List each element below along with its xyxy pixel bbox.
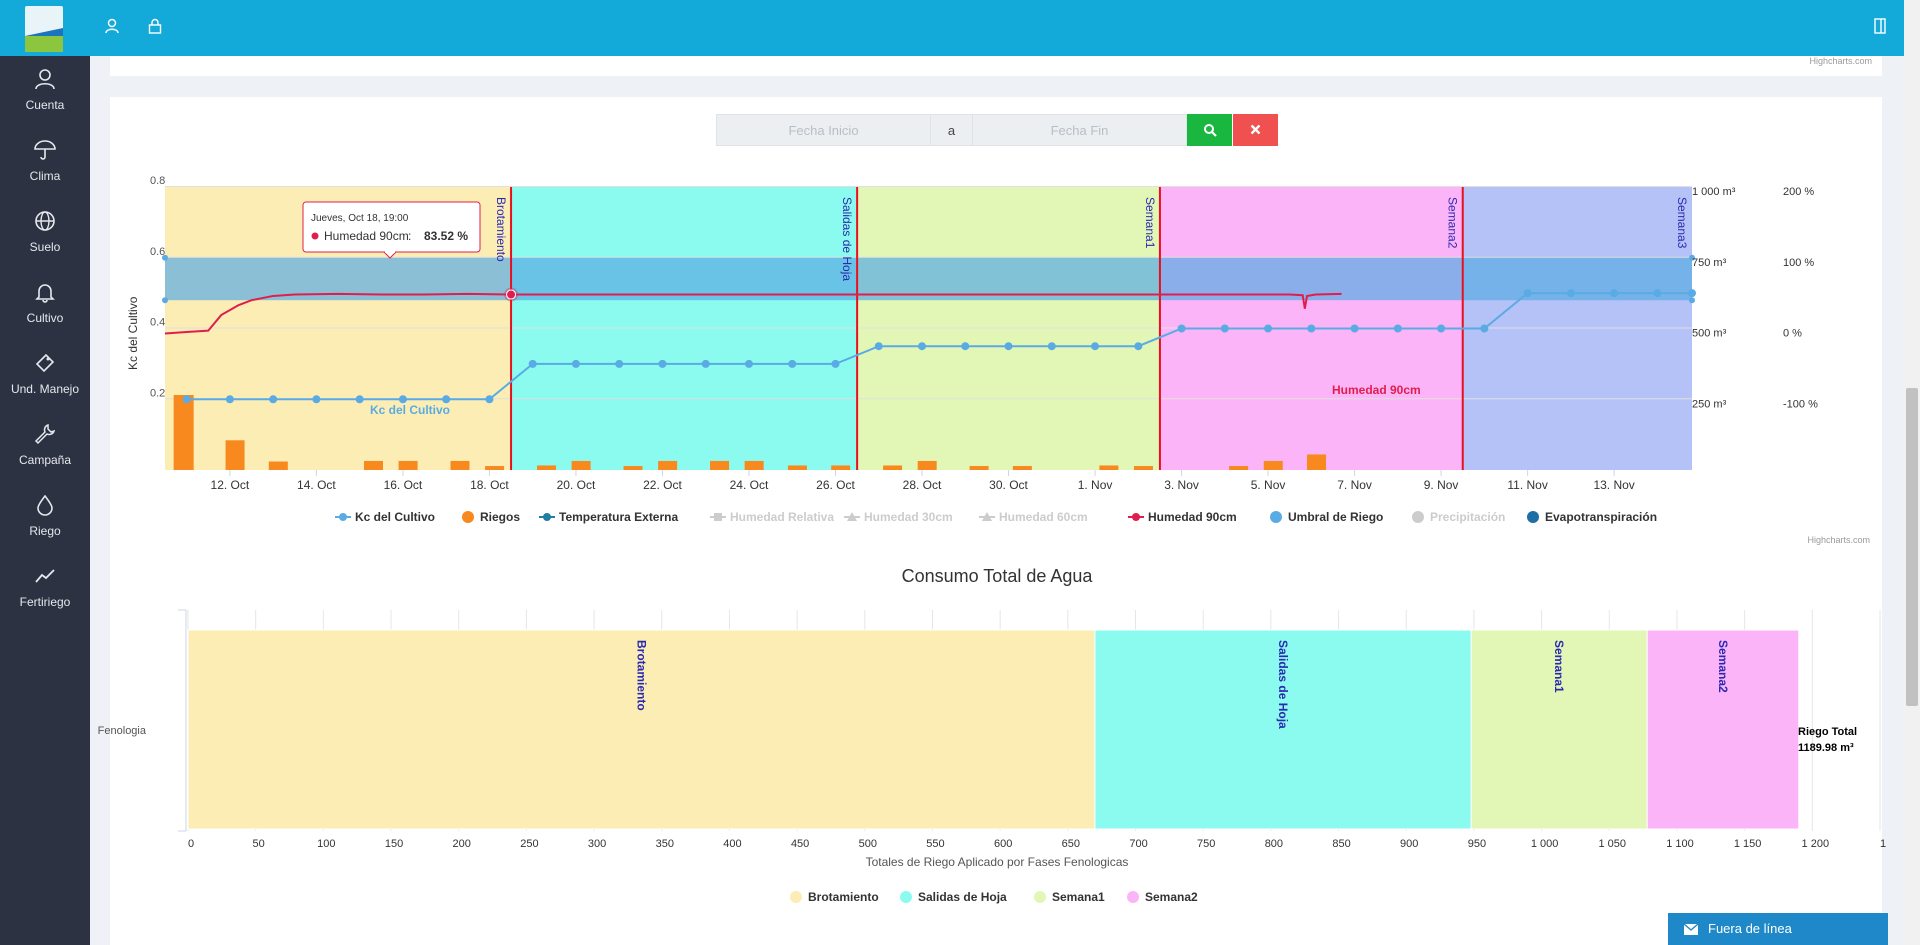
date-separator: a	[930, 114, 973, 146]
offline-label: Fuera de línea	[1708, 921, 1792, 936]
sidebar-item-7[interactable]: Riego	[0, 494, 90, 538]
sidebar-item-label: Riego	[29, 524, 61, 538]
user-icon[interactable]	[104, 18, 120, 39]
sidebar-item-label: Cultivo	[26, 311, 64, 325]
main-content: Highcharts.com	[90, 56, 1904, 945]
sidebar-item-2[interactable]: Clima	[0, 139, 90, 183]
sidebar-item-5[interactable]: Und. Manejo	[0, 352, 90, 396]
panel-toggle-icon[interactable]	[1874, 18, 1886, 39]
globe-icon	[0, 210, 90, 236]
wrench-icon	[0, 423, 90, 449]
end-date-input[interactable]: Fecha Fin	[972, 114, 1187, 146]
user-icon	[0, 68, 90, 94]
sidebar-item-label: Cuenta	[25, 98, 65, 112]
lock-icon[interactable]	[148, 18, 162, 39]
sidebar-item-6[interactable]: Campaña	[0, 423, 90, 467]
sidebar-item-label: Suelo	[29, 240, 61, 254]
highcharts-credit[interactable]: Highcharts.com	[1809, 56, 1872, 66]
sidebar-item-3[interactable]: Suelo	[0, 210, 90, 254]
sidebar-item-label: Campaña	[18, 453, 72, 467]
search-button[interactable]	[1187, 114, 1232, 146]
envelope-icon	[1684, 924, 1698, 935]
sidebar-item-8[interactable]: Fertiriego	[0, 565, 90, 609]
bell-icon	[0, 281, 90, 307]
sidebar: Cuenta Clima Suelo Cultivo Und. Manejo Campañ…	[0, 56, 90, 945]
sidebar-item-1[interactable]: Cuenta	[0, 68, 90, 112]
sidebar-item-4[interactable]: Cultivo	[0, 281, 90, 325]
drop-icon	[0, 494, 90, 520]
sidebar-item-label: Clima	[29, 169, 61, 183]
chart-panel	[110, 97, 1882, 945]
sidebar-item-label: Fertiriego	[19, 595, 71, 609]
offline-chat-button[interactable]: Fuera de línea	[1668, 913, 1888, 945]
sidebar-item-label: Und. Manejo	[10, 382, 80, 396]
scrollbar-thumb[interactable]	[1906, 388, 1918, 706]
clear-button[interactable]	[1233, 114, 1278, 146]
umbrella-icon	[0, 139, 90, 165]
close-icon	[1250, 124, 1261, 135]
map-icon	[0, 352, 90, 378]
start-date-input[interactable]: Fecha Inicio	[716, 114, 931, 146]
app-logo[interactable]	[25, 6, 63, 52]
previous-chart-panel: Highcharts.com	[110, 56, 1882, 76]
top-bar	[0, 0, 1904, 56]
chart-line-icon	[0, 565, 90, 591]
search-icon	[1203, 124, 1217, 137]
